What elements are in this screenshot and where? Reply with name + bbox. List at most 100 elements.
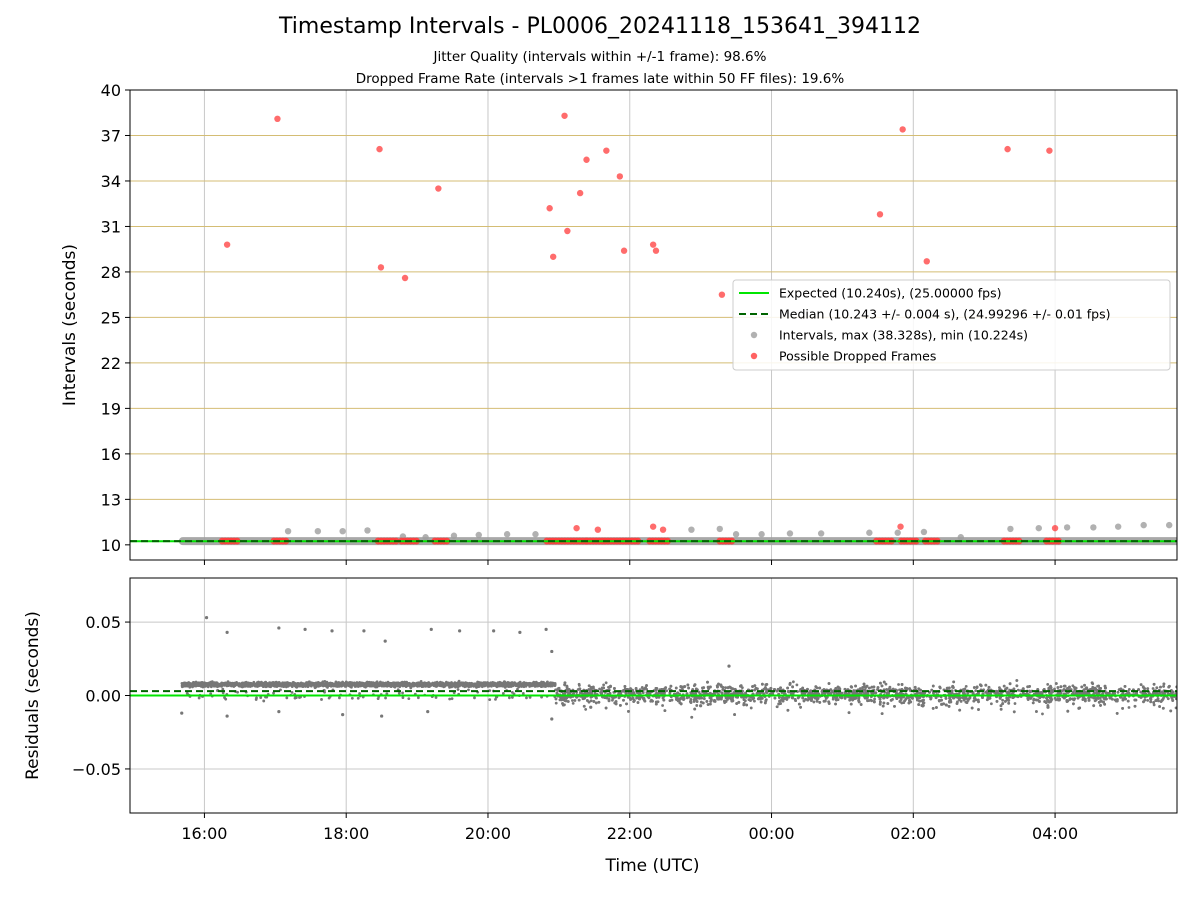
interval-point — [422, 534, 429, 541]
residual-point — [708, 685, 712, 689]
residual-point — [416, 696, 420, 700]
residual-point — [922, 701, 926, 705]
residual-point — [528, 695, 532, 699]
residual-point — [456, 683, 460, 687]
residual-point — [662, 698, 666, 702]
residual-point — [690, 715, 694, 719]
residual-point — [320, 698, 323, 701]
residual-point — [201, 684, 205, 688]
residual-point — [752, 696, 756, 700]
top-y-tick-label: 31 — [101, 217, 121, 236]
residual-point — [463, 683, 467, 687]
dropped-frame-point — [1051, 524, 1059, 532]
interval-point — [475, 531, 482, 539]
residual-point — [963, 687, 967, 691]
residual-point — [551, 683, 555, 687]
residual-point — [473, 696, 476, 700]
residual-point — [1001, 698, 1004, 702]
residual-point — [434, 682, 438, 686]
legend-entry-2-label: Intervals, max (38.328s), min (10.224s) — [779, 328, 1028, 343]
residual-point — [687, 686, 691, 690]
interval-point — [1166, 521, 1173, 529]
dropped-frame-point — [1046, 147, 1053, 154]
residual-point — [307, 684, 310, 688]
residual-point — [1032, 698, 1036, 702]
dropped-frame-point — [549, 253, 557, 260]
top-y-axis-label: Intervals (seconds) — [60, 244, 80, 406]
residual-point — [536, 684, 540, 688]
top-y-tick-label: 10 — [101, 536, 121, 555]
residual-point — [566, 700, 570, 703]
residual-point — [948, 700, 951, 703]
residual-point — [854, 684, 857, 688]
residual-point — [313, 682, 317, 686]
residual-point — [391, 681, 395, 685]
dropped-frame-point — [718, 291, 726, 298]
residual-point — [442, 685, 446, 689]
dropped-frame-point — [899, 126, 906, 133]
residual-point — [623, 685, 627, 688]
interval-point — [339, 527, 346, 535]
residual-point — [332, 683, 336, 687]
residual-point — [533, 682, 537, 686]
residual-point — [751, 685, 754, 688]
residual-point — [477, 681, 481, 684]
residual-point — [186, 684, 190, 687]
residual-point — [881, 704, 885, 708]
residual-point — [451, 684, 455, 687]
residual-point — [407, 697, 411, 701]
residual-point — [779, 698, 783, 702]
residual-point — [944, 696, 948, 700]
residual-point — [417, 684, 421, 688]
residual-point — [1121, 706, 1124, 710]
dropped-frame-point — [401, 274, 409, 282]
residual-point — [190, 683, 194, 687]
residual-point — [955, 702, 959, 705]
residual-point — [327, 696, 331, 700]
residual-point — [935, 706, 938, 709]
residual-point — [514, 684, 518, 687]
residual-point — [1151, 687, 1155, 690]
residual-point — [386, 680, 390, 684]
residual-point — [365, 683, 369, 687]
residual-point — [1152, 703, 1156, 707]
residual-point — [500, 684, 504, 688]
residual-point — [655, 687, 659, 690]
residual-point — [917, 703, 921, 706]
residual-point — [402, 682, 405, 686]
residual-point — [250, 683, 253, 687]
residual-point — [356, 696, 360, 700]
residual-point — [259, 683, 263, 687]
residual-point — [886, 702, 890, 705]
residual-point — [1059, 685, 1063, 689]
residual-point — [1071, 697, 1075, 701]
residual-point — [195, 682, 199, 686]
residual-point — [262, 699, 266, 703]
dropped-frame-point — [876, 211, 884, 218]
residual-point — [931, 707, 935, 710]
residual-point — [674, 686, 678, 690]
residual-point — [603, 696, 607, 700]
top-data-layer — [130, 112, 1177, 546]
residual-point — [434, 696, 438, 699]
residual-point — [970, 706, 974, 710]
residual-point — [1097, 684, 1100, 688]
interval-point — [1090, 524, 1097, 531]
residual-point — [447, 681, 451, 685]
residual-point — [507, 696, 511, 700]
dropped-frame-point — [561, 112, 568, 119]
residual-point — [1124, 697, 1127, 701]
residual-point — [1007, 701, 1011, 705]
residual-point — [272, 691, 275, 695]
residual-point — [640, 686, 644, 689]
residual-point — [989, 702, 993, 706]
residual-point — [889, 698, 893, 702]
residual-point — [376, 697, 380, 701]
residual-point — [1169, 709, 1173, 713]
interval-point — [866, 529, 873, 536]
top-y-tick-label: 28 — [101, 263, 121, 282]
residual-point — [516, 687, 519, 691]
residual-point — [1166, 697, 1170, 701]
residual-point — [791, 680, 795, 684]
interval-point — [503, 531, 511, 538]
